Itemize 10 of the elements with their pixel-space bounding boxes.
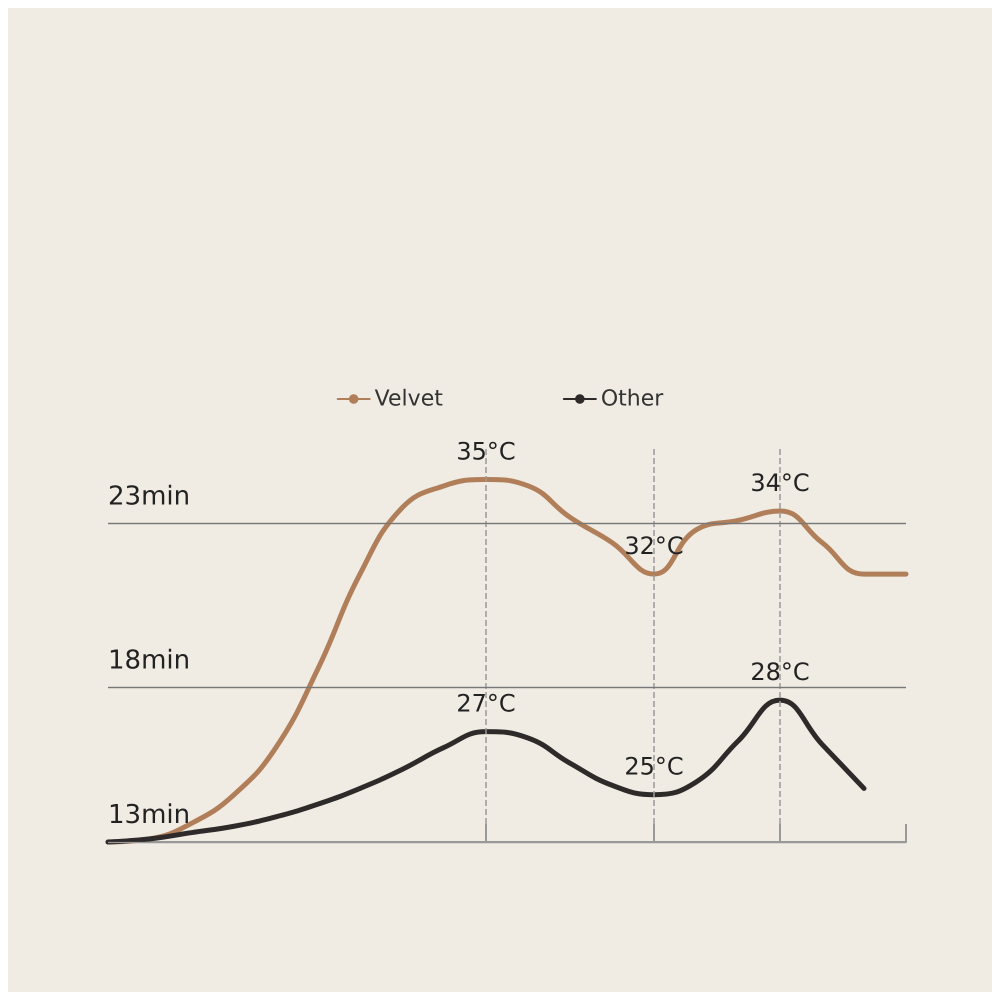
legend-label: Other — [600, 386, 664, 412]
data-label: 27°C — [456, 690, 516, 718]
ref-line-label: 23min — [108, 482, 190, 512]
data-label: 28°C — [750, 658, 810, 686]
data-label: 34°C — [750, 469, 810, 498]
data-label: 25°C — [624, 752, 684, 781]
ref-line-label: 18min — [108, 646, 190, 676]
legend-label: Velvet — [374, 386, 444, 412]
data-label: 35°C — [456, 438, 516, 466]
ref-line-label: 13min — [108, 800, 190, 830]
